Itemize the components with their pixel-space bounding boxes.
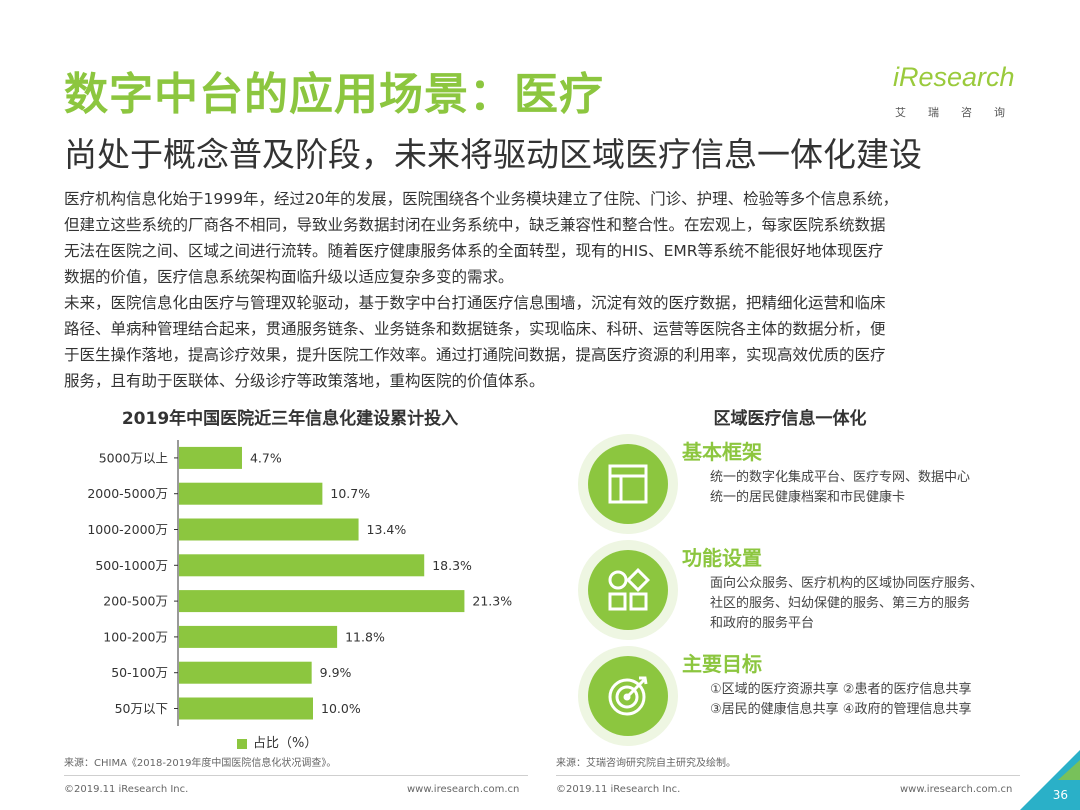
bar — [179, 446, 242, 469]
value-label: 13.4% — [367, 522, 407, 537]
category-label: 50万以下 — [115, 701, 168, 716]
value-label: 10.7% — [330, 486, 370, 501]
copyright-right: ©2019.11 iResearch Inc. — [556, 784, 681, 795]
chart-title: 2019年中国医院近三年信息化建设累计投入 — [121, 409, 459, 429]
value-label: 18.3% — [432, 558, 472, 573]
paragraph-line: 于医生操作落地，提高诊疗效果，提升医院工作效率。通过打通院间数据，提高医疗资源的… — [64, 346, 886, 364]
value-label: 10.0% — [321, 701, 361, 716]
category-label: 100-200万 — [103, 629, 168, 644]
shapes-grid-icon — [608, 568, 650, 611]
feature-line: 统一的居民健康档案和市民健康卡 — [710, 490, 906, 505]
category-label: 5000万以上 — [99, 450, 168, 465]
website-left: www.iresearch.com.cn — [407, 784, 520, 795]
category-label: 500-1000万 — [95, 558, 168, 573]
feature-line: 和政府的服务平台 — [710, 616, 815, 631]
paragraph-line: 未来，医院信息化由医疗与管理双轮驱动，基于数字中台打通医疗信息围墙，沉淀有效的医… — [64, 294, 886, 312]
legend-label: 占比（%） — [253, 736, 318, 751]
category-label: 2000-5000万 — [87, 486, 168, 501]
corner-decoration — [1020, 750, 1080, 810]
source-note-right: 来源：艾瑞咨询研究院自主研究及绘制。 — [556, 758, 736, 769]
paragraph-line: 数据的价值，医疗信息系统架构面临升级以适应复杂多变的需求。 — [64, 268, 514, 286]
paragraph-line: 但建立这些系统的厂商各不相同，导致业务数据封闭在业务系统中，缺乏兼容性和整合性。… — [64, 216, 886, 234]
feature-line: 面向公众服务、医疗机构的区域协同医疗服务、 — [710, 576, 984, 591]
feature-main-goals: 主要目标 ①区域的医疗资源共享 ②患者的医疗信息共享 ③居民的健康信息共享 ④政… — [578, 646, 1038, 746]
footer-divider — [556, 775, 1020, 776]
intro-paragraph: 医疗机构信息化始于1999年，经过20年的发展，医院围绕各个业务模块建立了住院、… — [64, 186, 1032, 290]
paragraph-line: 路径、单病种管理结合起来，贯通服务链条、业务链条和数据链条，实现临床、科研、运营… — [64, 320, 886, 338]
future-paragraph: 未来，医院信息化由医疗与管理双轮驱动，基于数字中台打通医疗信息围墙，沉淀有效的医… — [64, 290, 1032, 394]
value-label: 21.3% — [472, 594, 512, 609]
paragraph-line: 医疗机构信息化始于1999年，经过20年的发展，医院围绕各个业务模块建立了住院、… — [64, 190, 899, 208]
legend-swatch — [237, 738, 247, 749]
category-label: 200-500万 — [103, 594, 168, 609]
page-number: 36 — [1052, 788, 1068, 802]
bar — [179, 661, 312, 684]
feature-function-setup: 功能设置 面向公众服务、医疗机构的区域协同医疗服务、 社区的服务、妇幼保健的服务… — [578, 540, 1038, 640]
page-title: 数字中台的应用场景：医疗 — [64, 69, 604, 120]
icon-circle — [578, 540, 678, 640]
paragraph-line: 无法在医院之间、区域之间进行流转。随着医疗健康服务体系的全面转型，现有的HIS、… — [64, 242, 884, 260]
feature-line: ③居民的健康信息共享 ④政府的管理信息共享 — [710, 702, 972, 717]
iresearch-logo: iResearch 艾瑞咨询 — [893, 62, 1033, 122]
window-layout-icon — [608, 464, 648, 504]
bar — [179, 554, 425, 577]
icon-circle — [578, 434, 678, 534]
feature-title: 主要目标 — [682, 652, 762, 676]
paragraph-line: 服务，且有助于医联体、分级诊疗等政策落地，重构医院的价值体系。 — [64, 372, 545, 390]
value-label: 9.9% — [320, 665, 352, 680]
logo-subtext: 艾瑞咨询 — [895, 106, 1027, 119]
website-right: www.iresearch.com.cn — [900, 784, 1013, 795]
value-label: 4.7% — [250, 450, 282, 465]
feature-line: ①区域的医疗资源共享 ②患者的医疗信息共享 — [710, 682, 972, 697]
page-subtitle: 尚处于概念普及阶段，未来将驱动区域医疗信息一体化建设 — [64, 135, 922, 174]
target-icon — [608, 676, 648, 716]
feature-title: 功能设置 — [682, 546, 762, 570]
feature-line: 社区的服务、妇幼保健的服务、第三方的服务 — [710, 596, 971, 611]
category-label: 50-100万 — [111, 665, 168, 680]
bar — [179, 482, 323, 505]
bar — [179, 590, 465, 613]
footer-divider — [64, 775, 528, 776]
feature-title: 基本框架 — [682, 440, 762, 464]
icon-circle — [578, 646, 678, 746]
bar — [179, 518, 359, 541]
source-note-left: 来源：CHIMA《2018-2019年度中国医院信息化状况调查》。 — [64, 758, 337, 769]
category-label: 1000-2000万 — [87, 522, 168, 537]
bar — [179, 697, 313, 720]
panel-title: 区域医疗信息一体化 — [713, 409, 867, 429]
bar — [179, 625, 338, 648]
chart-legend: 占比（%） — [237, 732, 317, 751]
value-label: 11.8% — [345, 629, 385, 644]
logo-text: iResearch — [893, 62, 1015, 92]
investment-bar-chart: 5000万以上 4.7% 2000-5000万 10.7% 1000-2000万 13.4… — [87, 440, 512, 726]
copyright-left: ©2019.11 iResearch Inc. — [64, 784, 189, 795]
feature-basic-framework: 基本框架 统一的数字化集成平台、医疗专网、数据中心 统一的居民健康档案和市民健康… — [578, 434, 1038, 534]
feature-line: 统一的数字化集成平台、医疗专网、数据中心 — [710, 470, 971, 485]
